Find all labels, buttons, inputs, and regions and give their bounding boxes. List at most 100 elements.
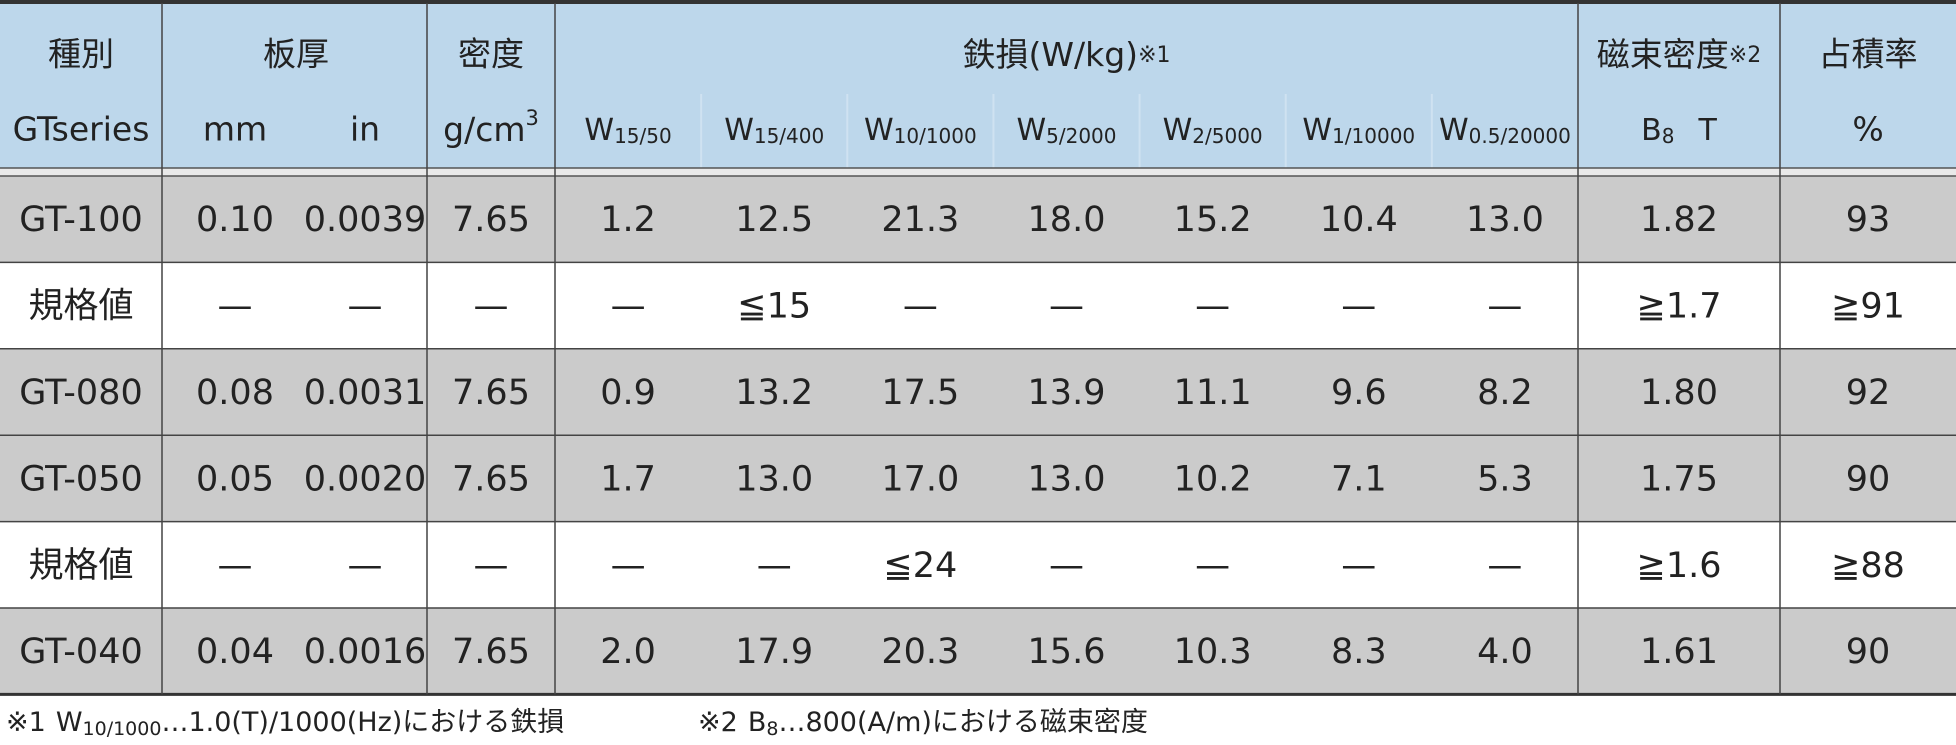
footnote-symbol: B (748, 707, 767, 738)
cell: — (1195, 287, 1230, 327)
header-unit: W2/5000 (1163, 113, 1263, 148)
header-note: ※1 (1138, 43, 1170, 68)
header-label: 種別 (48, 35, 114, 74)
header-label: 占積率 (1819, 35, 1918, 74)
cell: 90 (1846, 459, 1891, 499)
header-label: 密度 (458, 35, 524, 74)
cell: 7.1 (1331, 459, 1387, 499)
cell: — (611, 287, 646, 327)
header-unit: W15/50 (584, 113, 671, 148)
cell: 10.4 (1320, 200, 1398, 240)
unit-sub: 8 (1662, 124, 1675, 148)
cell: GT-100 (19, 200, 142, 240)
cell: ≧91 (1831, 287, 1905, 327)
cell: 7.65 (452, 632, 530, 672)
header-bg (0, 3, 1956, 168)
cell: 0.0039 (304, 200, 426, 240)
cell: 9.6 (1331, 373, 1387, 413)
cell: 13.0 (1028, 459, 1106, 499)
cell: 8.2 (1477, 373, 1533, 413)
cell: 1.2 (600, 200, 656, 240)
cell: 13.9 (1028, 373, 1106, 413)
unit-main: W (584, 113, 614, 148)
footnote: ※2 B8…800(A/m)における磁束密度 (698, 707, 1148, 740)
cell: 13.2 (735, 373, 813, 413)
cell: 15.6 (1028, 632, 1106, 672)
cell: 10.3 (1174, 632, 1252, 672)
header-unit: in (350, 110, 380, 149)
header-text: 鉄損(W/kg) (963, 35, 1139, 74)
cell: 1.82 (1640, 200, 1718, 240)
row-bg (0, 348, 1956, 436)
cell: — (348, 546, 383, 586)
unit-main: W (724, 113, 754, 148)
cell: 7.65 (452, 459, 530, 499)
cell: 1.61 (1640, 632, 1718, 672)
cell: ≦24 (883, 546, 957, 586)
unit-main: g/cm (443, 110, 525, 149)
footnote-mark: ※1 (6, 707, 46, 738)
unit-sup: 3 (525, 106, 538, 130)
cell: 8.3 (1331, 632, 1387, 672)
unit-sub: 5/2000 (1046, 124, 1116, 148)
cell: 5.3 (1477, 459, 1533, 499)
cell: — (1341, 287, 1376, 327)
cell: 17.5 (881, 373, 959, 413)
cell: 0.10 (196, 200, 274, 240)
unit-sub: 0.5/20000 (1469, 124, 1571, 148)
cell: 0.04 (196, 632, 274, 672)
unit-sub: 15/50 (614, 124, 672, 148)
header-unit: GTseries (13, 110, 150, 149)
cell: ≧1.7 (1637, 287, 1722, 327)
cell: 0.0031 (304, 373, 426, 413)
header-label: 板厚 (263, 35, 329, 74)
cell: 11.1 (1174, 373, 1252, 413)
cell: 0.0016 (304, 632, 426, 672)
cell: 0.05 (196, 459, 274, 499)
cell: — (1049, 546, 1084, 586)
cell: 17.9 (735, 632, 813, 672)
row-bg (0, 262, 1956, 349)
cell: ≧1.6 (1637, 546, 1722, 586)
unit-main: W (1302, 113, 1332, 148)
row-bg (0, 176, 1956, 263)
unit-sub: 2/5000 (1192, 124, 1262, 148)
unit-main: W (864, 113, 894, 148)
header-unit: W15/400 (724, 113, 824, 148)
cell: 13.0 (735, 459, 813, 499)
cell: 1.7 (600, 459, 656, 499)
cell: 13.0 (1466, 200, 1544, 240)
cell: 0.08 (196, 373, 274, 413)
cell: GT-080 (19, 373, 142, 413)
cell: 7.65 (452, 200, 530, 240)
cell: GT-050 (19, 459, 142, 499)
row-bg (0, 608, 1956, 695)
header-label: 鉄損(W/kg)※1 (963, 35, 1171, 74)
cell: 93 (1846, 200, 1891, 240)
cell: GT-040 (19, 632, 142, 672)
cell: 92 (1846, 373, 1891, 413)
cell: 2.0 (600, 632, 656, 672)
unit-main: W (1016, 113, 1046, 148)
cell: 18.0 (1028, 200, 1106, 240)
cell: — (474, 287, 509, 327)
cell: — (348, 287, 383, 327)
cell: 0.9 (600, 373, 656, 413)
cell: 10.2 (1174, 459, 1252, 499)
header-text: 磁束密度 (1597, 35, 1729, 74)
cell: 20.3 (881, 632, 959, 672)
unit-main: B (1641, 113, 1662, 148)
cell: 7.65 (452, 373, 530, 413)
header-note: ※2 (1729, 43, 1761, 68)
cell: ≧88 (1831, 546, 1905, 586)
unit-sub: 15/400 (754, 124, 824, 148)
cell: — (218, 546, 253, 586)
unit-main: W (1163, 113, 1193, 148)
cell: — (1487, 287, 1522, 327)
cell: 17.0 (881, 459, 959, 499)
footnote-symbol: W (56, 707, 83, 738)
cell: — (757, 546, 792, 586)
footnote: ※1 W10/1000…1.0(T)/1000(Hz)における鉄損 (6, 707, 564, 740)
cell: 4.0 (1477, 632, 1533, 672)
